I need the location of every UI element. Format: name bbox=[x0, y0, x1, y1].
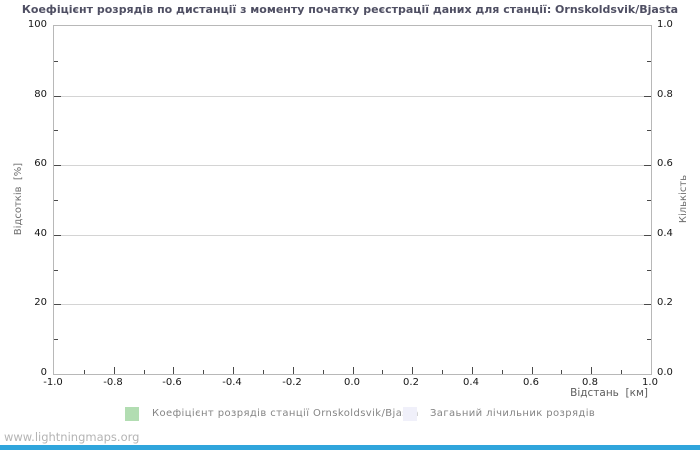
y-axis-tick-label-left: 40 bbox=[34, 228, 47, 239]
y-axis-tick-label-right: 0.6 bbox=[657, 158, 673, 169]
x-minor-tick bbox=[84, 370, 85, 374]
chart-title: Коефіцієнт розрядів по дистанції з момен… bbox=[21, 3, 679, 16]
x-major-tick bbox=[114, 367, 115, 374]
y-minor-tick-left bbox=[54, 339, 58, 340]
plot-area bbox=[53, 25, 652, 375]
y-axis-tick-label-left: 80 bbox=[34, 89, 47, 100]
x-major-tick bbox=[233, 367, 234, 374]
x-minor-tick bbox=[203, 370, 204, 374]
x-minor-tick bbox=[621, 370, 622, 374]
y-minor-tick-right bbox=[647, 270, 651, 271]
legend-swatch bbox=[125, 407, 139, 421]
y-gridline bbox=[54, 304, 651, 305]
x-minor-tick bbox=[323, 370, 324, 374]
y-minor-tick-right bbox=[647, 339, 651, 340]
x-axis-tick-label: -1.0 bbox=[43, 377, 63, 388]
y-major-tick-left bbox=[54, 235, 61, 236]
y-axis-tick-label-right: 0.4 bbox=[657, 228, 673, 239]
x-minor-tick bbox=[561, 370, 562, 374]
y-axis-tick-label-left: 60 bbox=[34, 158, 47, 169]
y-major-tick-right bbox=[644, 165, 651, 166]
y-major-tick-left bbox=[54, 304, 61, 305]
legend-label: Загаьний лічильник розрядів bbox=[430, 408, 596, 419]
y-major-tick-right bbox=[644, 96, 651, 97]
y-axis-tick-label-left: 20 bbox=[34, 297, 47, 308]
x-axis-tick-label: -0.4 bbox=[222, 377, 242, 388]
y-axis-label-right: Кількість bbox=[678, 174, 689, 224]
x-minor-tick bbox=[502, 370, 503, 374]
x-minor-tick bbox=[263, 370, 264, 374]
y-minor-tick-right bbox=[647, 61, 651, 62]
x-major-tick bbox=[293, 367, 294, 374]
y-gridline bbox=[54, 165, 651, 166]
y-minor-tick-left bbox=[54, 200, 58, 201]
x-axis-tick-label: 0.8 bbox=[582, 377, 598, 388]
y-minor-tick-left bbox=[54, 61, 58, 62]
x-major-tick bbox=[412, 367, 413, 374]
y-major-tick-right bbox=[644, 304, 651, 305]
x-axis-tick-label: 0.4 bbox=[463, 377, 479, 388]
x-axis-tick-label: 0.0 bbox=[344, 377, 360, 388]
y-axis-label-left: Відсотків [%] bbox=[13, 162, 24, 236]
x-major-tick bbox=[472, 367, 473, 374]
y-axis-tick-label-right: 1.0 bbox=[657, 19, 673, 30]
y-minor-tick-left bbox=[54, 270, 58, 271]
x-minor-tick bbox=[382, 370, 383, 374]
x-minor-tick bbox=[144, 370, 145, 374]
x-major-tick bbox=[591, 367, 592, 374]
y-minor-tick-right bbox=[647, 130, 651, 131]
y-axis-tick-label-left: 100 bbox=[27, 19, 47, 30]
x-major-tick bbox=[353, 367, 354, 374]
x-axis-tick-label: 1.0 bbox=[642, 377, 658, 388]
y-axis-tick-label-left: 0 bbox=[40, 367, 47, 378]
y-major-tick-left bbox=[54, 96, 61, 97]
watermark-text: www.lightningmaps.org bbox=[4, 430, 140, 444]
y-axis-tick-label-right: 0.8 bbox=[657, 89, 673, 100]
x-axis-tick-label: -0.2 bbox=[282, 377, 302, 388]
x-major-tick bbox=[173, 367, 174, 374]
chart-legend: Коефіцієнт розрядів станції Ornskoldsvik… bbox=[0, 406, 700, 424]
y-minor-tick-right bbox=[647, 200, 651, 201]
y-gridline bbox=[54, 235, 651, 236]
x-major-tick bbox=[532, 367, 533, 374]
x-axis-tick-label: -0.6 bbox=[162, 377, 182, 388]
y-major-tick-right bbox=[644, 235, 651, 236]
legend-swatch bbox=[403, 407, 417, 421]
y-axis-tick-label-right: 0.2 bbox=[657, 297, 673, 308]
x-axis-tick-label: -0.8 bbox=[103, 377, 123, 388]
y-axis-tick-label-right: 0.0 bbox=[657, 367, 673, 378]
x-minor-tick bbox=[442, 370, 443, 374]
y-minor-tick-left bbox=[54, 130, 58, 131]
y-major-tick-left bbox=[54, 165, 61, 166]
y-gridline bbox=[54, 96, 651, 97]
legend-label: Коефіцієнт розрядів станції Ornskoldsvik… bbox=[152, 408, 419, 419]
x-axis-tick-label: 0.2 bbox=[403, 377, 419, 388]
x-axis-label: Відстань [км] bbox=[570, 387, 648, 399]
x-axis-tick-label: 0.6 bbox=[523, 377, 539, 388]
bottom-accent-bar bbox=[0, 445, 700, 450]
